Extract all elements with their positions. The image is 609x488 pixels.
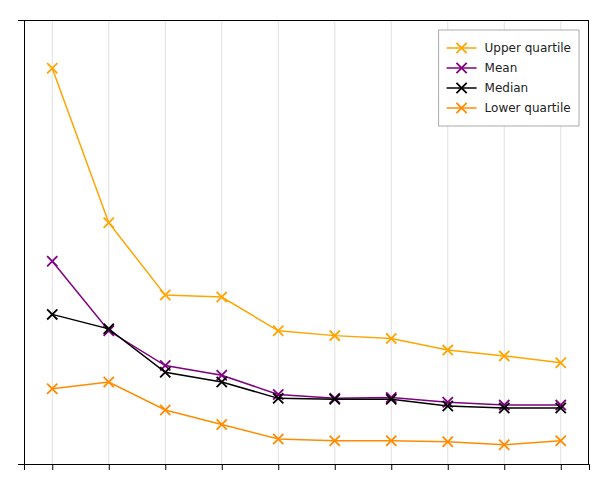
point [556,436,566,446]
point [160,405,170,415]
point [330,393,340,403]
tick-mark [165,464,166,470]
series-line [52,382,561,445]
tick [278,464,279,470]
legend-marker [456,63,466,73]
tick-mark [109,464,110,470]
axis-line [18,21,25,465]
grid-line [108,20,109,464]
plot: Upper quartile Mean Median Lower quartile [18,20,590,470]
legend-marker [456,43,466,53]
tick-mark [448,464,449,470]
point [47,384,57,394]
tick-mark [335,464,336,470]
tick [335,464,336,470]
point [217,292,227,302]
tick-mark [504,464,505,470]
frame-line [588,20,589,464]
chart: Upper quartile Mean Median Lower quartile [0,0,609,488]
point [386,436,396,446]
point [104,218,114,228]
y-axis [18,21,25,465]
tick-mark [278,464,279,470]
point [443,437,453,447]
axis-line [25,465,590,471]
legend-item: Lower quartile [447,101,571,115]
series [47,377,566,450]
grid [52,20,561,464]
legend-marker [456,103,466,113]
legend-marker [456,83,466,93]
legend-box [439,30,579,126]
legend-item: Mean [447,61,518,75]
point [47,309,57,319]
series [47,256,566,410]
grid-line [52,20,53,464]
series-line [52,261,561,405]
point [499,403,509,413]
frame-line [24,20,589,21]
point [160,290,170,300]
point [443,345,453,355]
series [47,309,566,413]
point [386,392,396,402]
point [273,393,283,403]
point [217,377,227,387]
point [273,326,283,336]
tick [448,464,449,470]
point [273,434,283,444]
tick-mark [222,464,223,470]
point [556,403,566,413]
tick [109,464,110,470]
series-line [52,314,561,408]
point [104,377,114,387]
point [217,419,227,429]
point [499,351,509,361]
point [330,331,340,341]
legend-label: Median [485,81,529,95]
point [499,440,509,450]
tick [52,464,53,470]
point [104,324,114,334]
point [330,394,340,404]
tick-mark [52,464,53,470]
legend-item: Upper quartile [447,41,571,55]
legend-label: Upper quartile [485,41,571,55]
frame [24,20,589,464]
point [386,394,396,404]
tick [222,464,223,470]
tick-mark [391,464,392,470]
point [443,401,453,411]
point [160,367,170,377]
x-axis [25,464,590,470]
legend: Upper quartile Mean Median Lower quartile [439,30,579,126]
tick [561,464,562,470]
tick [504,464,505,470]
legend-item: Median [447,81,529,95]
grid-line [165,20,166,464]
tick-mark [561,464,562,470]
legend-label: Lower quartile [485,101,571,115]
point [330,436,340,446]
point [386,333,396,343]
grid-line [221,20,222,464]
tick [391,464,392,470]
tick [165,464,166,470]
legend-label: Mean [485,61,518,75]
point [47,63,57,73]
point [556,358,566,368]
point [47,256,57,266]
